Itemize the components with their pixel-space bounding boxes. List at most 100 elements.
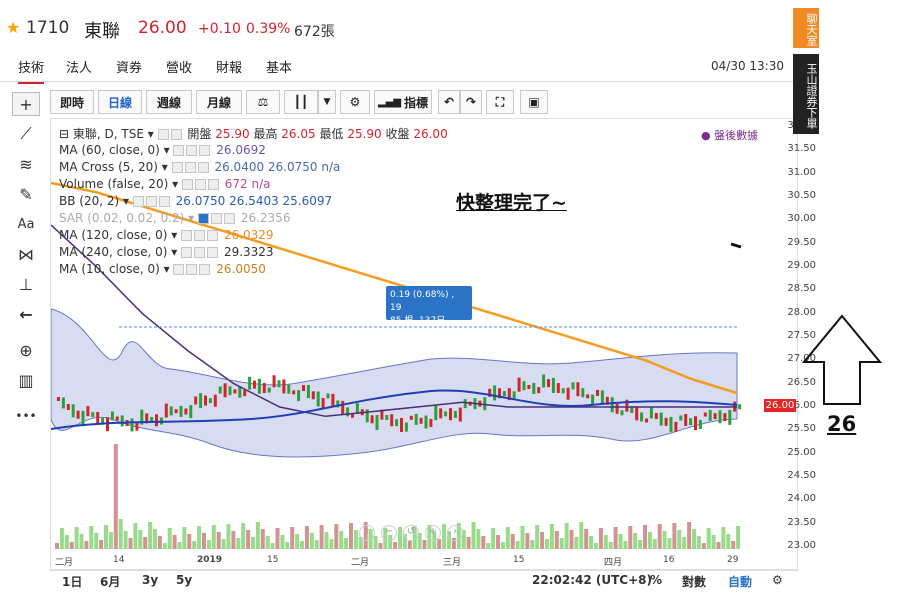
favorite-star-icon[interactable]: ★ [6, 18, 21, 37]
tab-margin[interactable]: 資券 [116, 61, 143, 76]
gear-icon[interactable] [186, 145, 198, 156]
candle-type-icon[interactable]: ┃┃ [284, 90, 318, 114]
tab-basic[interactable]: 基本 [266, 61, 293, 76]
scroll-right-icon[interactable]: › [447, 525, 463, 541]
candle [306, 385, 310, 399]
legend-line: MA Cross (5, 20) ▾ 26.0400 26.0750 n/a [59, 160, 341, 174]
eye-icon[interactable] [132, 196, 144, 207]
brush-icon[interactable]: ✎ [19, 184, 33, 204]
range-6m-button[interactable]: 6月 [100, 575, 121, 589]
interval-monthly-button[interactable]: 月線 [196, 90, 242, 114]
log-button[interactable]: 對數 [682, 575, 707, 589]
drawing-toolbar: + ⟋ ≋ ✎ Aa ⋈ ⊥ ← ⊕ ▥ ••• [8, 88, 44, 433]
gear-icon[interactable] [194, 230, 206, 241]
volume-bar [162, 543, 167, 549]
chart-area[interactable]: ⊟ 東聯, D, TSE ▾ 開盤 25.90 最高 26.05 最低 25.9… [50, 118, 798, 570]
tab-revenue[interactable]: 營收 [166, 61, 193, 76]
gear-icon[interactable] [145, 196, 157, 207]
ruler-icon[interactable]: ▥ [18, 370, 34, 390]
fullscreen-icon[interactable]: ⛶ [486, 90, 514, 114]
volume-bar [300, 541, 304, 549]
volume-bar [319, 525, 324, 549]
candle [238, 386, 242, 398]
close-icon[interactable] [199, 264, 211, 275]
settings-gear-icon[interactable]: ⚙ [340, 90, 370, 114]
chat-room-button[interactable]: 聊天室 [793, 8, 819, 48]
zoom-out-icon[interactable]: − [381, 525, 397, 541]
legend-settings-icon[interactable] [170, 129, 182, 140]
gear-icon[interactable] [194, 247, 206, 258]
crosshair-icon[interactable]: + [12, 92, 40, 116]
gear-icon[interactable] [194, 179, 206, 190]
range-1d-button[interactable]: 1日 [62, 575, 83, 589]
zoom-in-icon[interactable]: + [425, 525, 441, 541]
back-arrow-icon[interactable]: ← [19, 304, 33, 324]
candle [316, 391, 320, 407]
legend-visibility-icon[interactable] [157, 129, 169, 140]
redo-icon[interactable]: ↷ [460, 90, 482, 114]
gear-icon[interactable] [211, 213, 222, 224]
gear-icon[interactable] [186, 264, 198, 275]
candle [738, 404, 742, 410]
close-icon[interactable] [207, 179, 219, 190]
volume-bar [540, 532, 545, 549]
zoom-icon[interactable]: ⊕ [19, 340, 33, 360]
eye-icon[interactable] [181, 230, 193, 241]
camera-icon[interactable]: ▣ [520, 90, 548, 114]
measure-icon[interactable]: ⊥ [19, 274, 33, 294]
x-tick-label: 二月 [55, 558, 74, 568]
legend-open: 25.90 [215, 127, 250, 141]
zoom-controls: ‹ − ↺ + › [359, 525, 499, 543]
volume-bar [451, 538, 456, 549]
close-icon[interactable] [199, 145, 211, 156]
tab-technical[interactable]: 技術 [18, 57, 45, 84]
tab-bar: 技術 法人 資券 營收 財報 基本 04/30 13:30 [0, 52, 820, 84]
eye-icon[interactable] [181, 247, 193, 258]
volume-bar [280, 535, 285, 549]
close-icon[interactable] [207, 230, 219, 241]
close-icon[interactable] [224, 213, 235, 224]
trendline-icon[interactable]: ⟋ [20, 124, 32, 143]
percent-button[interactable]: % [650, 573, 663, 587]
legend-symbol: 東聯, D, TSE [72, 127, 144, 141]
legend-label: MA (240, close, 0) [59, 245, 168, 259]
eye-icon[interactable] [171, 162, 183, 173]
text-icon[interactable]: Aa [17, 216, 35, 232]
close-icon[interactable] [207, 247, 219, 258]
ma-series-line [51, 181, 738, 395]
eye-icon[interactable] [173, 264, 185, 275]
tab-financials[interactable]: 財報 [216, 61, 243, 76]
range-5y-button[interactable]: 5y [176, 573, 193, 587]
candle [507, 388, 511, 401]
legend-close: 26.00 [413, 127, 448, 141]
fib-icon[interactable]: ≋ [19, 154, 33, 174]
compare-scale-icon[interactable]: ⚖ [246, 90, 280, 114]
undo-icon[interactable]: ↶ [438, 90, 460, 114]
candle-type-dropdown-icon[interactable]: ▼ [318, 90, 336, 114]
close-icon[interactable] [158, 196, 170, 207]
volume-bar [486, 543, 491, 549]
eye-icon[interactable] [173, 145, 185, 156]
eye-icon[interactable] [198, 213, 209, 224]
chart-settings-icon[interactable]: ⚙ [772, 573, 783, 587]
tab-institutional[interactable]: 法人 [66, 61, 93, 76]
scroll-left-icon[interactable]: ‹ [359, 525, 375, 541]
interval-weekly-button[interactable]: 週線 [146, 90, 192, 114]
range-3y-button[interactable]: 3y [142, 573, 159, 587]
close-icon[interactable] [197, 162, 209, 173]
gear-icon[interactable] [184, 162, 196, 173]
volume-bar [393, 542, 398, 549]
interval-intraday-button[interactable]: 即時 [50, 90, 94, 114]
broker-order-button[interactable]: 玉山證券下單 [793, 54, 819, 134]
volume-bar [417, 533, 422, 549]
legend-collapse-icon[interactable]: ⊟ [59, 127, 70, 141]
eye-icon[interactable] [181, 179, 193, 190]
auto-button[interactable]: 自動 [728, 575, 753, 589]
more-icon[interactable]: ••• [15, 409, 37, 423]
reset-icon[interactable]: ↺ [403, 525, 419, 541]
legend-value: 672 n/a [224, 177, 271, 191]
candle [723, 413, 727, 422]
indicator-button[interactable]: ▂▄▆ 指標 [374, 90, 432, 114]
interval-daily-button[interactable]: 日線 [98, 90, 142, 114]
pattern-icon[interactable]: ⋈ [18, 244, 34, 264]
